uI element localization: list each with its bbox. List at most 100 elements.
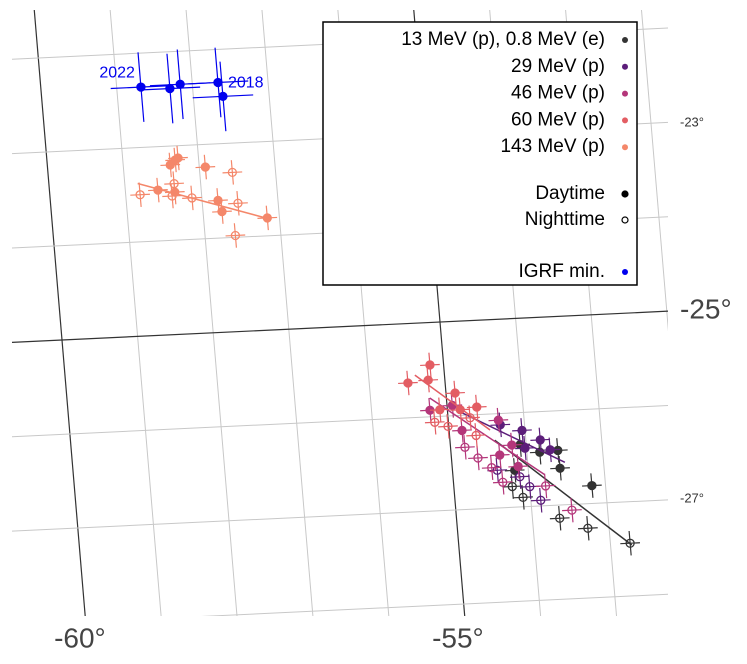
lon-grid-line — [33, 10, 86, 616]
error-bar-y — [510, 474, 514, 499]
night-point — [430, 417, 440, 427]
error-bar-y — [190, 185, 194, 211]
day-point — [213, 195, 223, 206]
y-tick-label: -27° — [680, 491, 704, 506]
night-point — [625, 538, 635, 548]
error-bar-y — [543, 473, 548, 499]
plot-area: 2022 2018 — [99, 47, 640, 556]
error-bar-y — [476, 445, 480, 471]
night-point — [460, 442, 470, 452]
error-bar-y — [495, 458, 499, 483]
error-bar-y — [474, 423, 478, 448]
point-label: 2022 — [99, 64, 135, 81]
lat-grid-line — [12, 310, 668, 343]
day-point — [495, 450, 505, 460]
lon-grid-line — [0, 0, 14, 664]
night-point — [465, 413, 475, 423]
night-point — [555, 513, 565, 523]
lon-grid-line — [261, 10, 314, 616]
legend-label: 143 MeV (p) — [500, 136, 605, 157]
day-point — [175, 79, 185, 89]
legend-marker — [622, 90, 628, 97]
series — [130, 145, 278, 248]
legend-marker — [621, 190, 629, 198]
night-point — [525, 482, 535, 492]
legend-box — [322, 21, 638, 286]
day-point — [262, 213, 272, 223]
night-point — [498, 477, 508, 487]
day-point — [423, 375, 433, 385]
error-bar-y — [539, 488, 543, 513]
day-point — [472, 402, 482, 412]
lat-grid-line — [12, 405, 668, 438]
day-point — [553, 445, 563, 456]
error-bar-y — [233, 223, 238, 248]
lon-grid-line — [640, 10, 668, 332]
day-point — [457, 425, 467, 436]
day-point — [535, 435, 545, 445]
day-point — [520, 443, 530, 453]
day-point — [507, 440, 517, 450]
day-point — [517, 425, 527, 436]
series: 2022 2018 — [99, 47, 264, 132]
day-point — [513, 461, 523, 472]
day-point — [218, 91, 228, 102]
day-point — [435, 405, 445, 415]
error-bar-y — [170, 183, 174, 209]
error-bar-y — [446, 414, 450, 439]
night-point — [473, 453, 483, 463]
night-point — [187, 193, 197, 203]
y-tick-label: -23° — [680, 115, 704, 130]
error-bar-y — [230, 160, 234, 185]
series — [420, 393, 582, 523]
day-point — [555, 463, 565, 473]
error-bar-y — [501, 470, 505, 495]
y-tick-label: -25° — [680, 294, 732, 325]
error-bar-y — [570, 497, 574, 523]
fit-line — [429, 397, 546, 476]
lat-grid-line — [12, 499, 668, 532]
day-point — [153, 185, 163, 195]
legend-marker — [622, 63, 628, 70]
legend-label: 60 MeV (p) — [511, 109, 605, 130]
legend-label: Nighttime — [525, 209, 605, 230]
night-point — [540, 481, 551, 491]
legend: 13 MeV (p), 0.8 MeV (e) 29 MeV (p) 46 MeV … — [322, 21, 638, 286]
night-point — [507, 481, 517, 492]
series — [494, 432, 640, 556]
error-bar-y — [628, 530, 632, 556]
night-point — [230, 230, 241, 241]
lon-grid-line — [185, 10, 238, 616]
legend-marker — [622, 269, 628, 275]
day-point — [450, 388, 460, 398]
error-bar-y — [528, 474, 532, 499]
day-point — [545, 445, 555, 455]
legend-label: IGRF min. — [518, 261, 605, 282]
error-bar-y — [236, 190, 240, 216]
error-bar-y — [468, 405, 472, 431]
day-point — [173, 153, 183, 163]
error-bar-y — [463, 435, 467, 460]
night-point — [515, 472, 525, 482]
legend-label: 29 MeV (p) — [511, 56, 605, 77]
legend-label: Daytime — [535, 183, 605, 204]
night-point — [487, 463, 497, 473]
night-point — [471, 430, 481, 441]
day-point — [403, 378, 413, 388]
day-point — [200, 162, 210, 172]
day-point — [455, 405, 465, 415]
day-point — [213, 77, 223, 88]
night-point — [536, 495, 546, 505]
x-tick-label: -55° — [432, 622, 484, 653]
point-label: 2018 — [228, 75, 264, 92]
night-point — [233, 198, 243, 208]
night-point — [135, 190, 145, 200]
x-tick-label: -60° — [54, 622, 106, 653]
lat-grid-line — [201, 593, 668, 616]
night-point — [169, 179, 179, 189]
error-bar-y — [558, 505, 562, 531]
axis-labels: -60° -55° -23° -25° -27° — [54, 115, 732, 654]
day-point — [425, 360, 435, 370]
